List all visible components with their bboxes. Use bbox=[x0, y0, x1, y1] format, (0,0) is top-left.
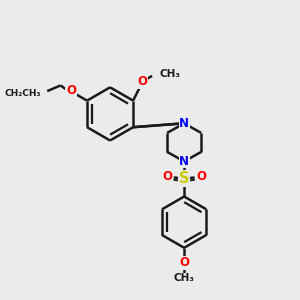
Text: CH₃: CH₃ bbox=[160, 69, 181, 79]
Text: O: O bbox=[162, 170, 172, 183]
Text: O: O bbox=[179, 256, 189, 269]
Text: CH₂CH₃: CH₂CH₃ bbox=[4, 88, 41, 98]
Text: CH₃: CH₃ bbox=[174, 273, 195, 283]
Text: O: O bbox=[196, 170, 206, 183]
Text: S: S bbox=[179, 171, 189, 186]
Text: O: O bbox=[66, 84, 76, 97]
Text: N: N bbox=[179, 155, 189, 168]
Text: O: O bbox=[138, 75, 148, 88]
Text: N: N bbox=[179, 117, 189, 130]
